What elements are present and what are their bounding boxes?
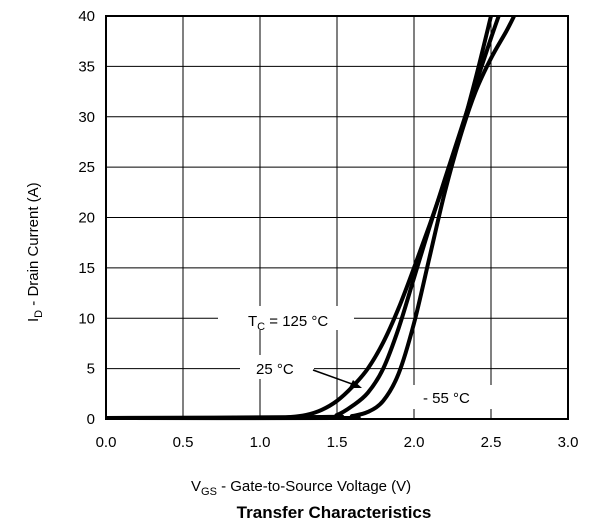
low-label-bg <box>412 385 492 409</box>
grid <box>106 16 568 419</box>
y-tick-label: 0 <box>87 411 95 428</box>
y-axis-label: ID - Drain Current (A) <box>25 182 45 322</box>
x-tick-label: 1.5 <box>327 434 348 451</box>
curve-series-2 <box>105 15 516 421</box>
mid-label-arrowhead <box>349 380 362 388</box>
x-axis-label: VGS - Gate-to-Source Voltage (V) <box>191 478 411 498</box>
low-label: - 55 °C <box>423 390 470 407</box>
y-tick-label: 35 <box>78 58 95 75</box>
tc-label: TC = 125 °C <box>248 313 328 333</box>
plot-frame <box>105 15 569 420</box>
x-tick-label: 3.0 <box>558 434 579 451</box>
curves <box>105 15 516 421</box>
chart-title: Transfer Characteristics <box>237 503 432 522</box>
x-tick-label: 2.5 <box>481 434 502 451</box>
tick-labels: 0.0 0.5 1.0 1.5 2.0 2.5 3.0 0 5 10 15 20 25 30 35 40 <box>78 8 578 451</box>
y-tick-label: 40 <box>78 8 95 25</box>
y-tick-label: 20 <box>78 210 95 227</box>
x-tick-label: 0.0 <box>96 434 117 451</box>
x-tick-label: 0.5 <box>173 434 194 451</box>
mid-label: 25 °C <box>256 361 294 378</box>
x-tick-label: 1.0 <box>250 434 271 451</box>
y-tick-label: 10 <box>78 310 95 327</box>
x-tick-label: 2.0 <box>404 434 425 451</box>
y-tick-label: 5 <box>87 361 95 378</box>
tc-label-bg <box>218 306 354 330</box>
y-tick-label: 15 <box>78 260 95 277</box>
y-tick-label: 30 <box>78 109 95 126</box>
mid-label-bg <box>240 355 314 379</box>
y-tick-label: 25 <box>78 159 95 176</box>
mid-label-arrow-line <box>312 369 353 385</box>
